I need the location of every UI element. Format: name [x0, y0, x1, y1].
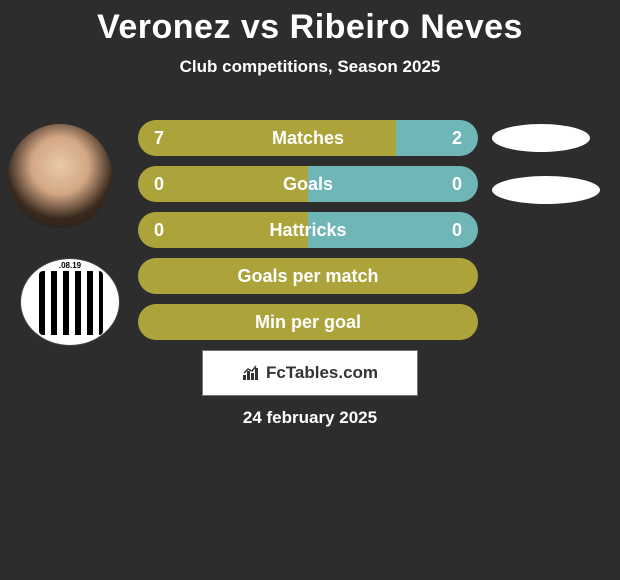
- bar-matches: 7 2 Matches: [138, 120, 478, 156]
- comparison-bars: 7 2 Matches 0 0 Goals 0 0 Hattricks Goal…: [138, 120, 478, 350]
- bar-matches-left: 7: [138, 120, 396, 156]
- player-avatar: [8, 124, 112, 228]
- page-subtitle: Club competitions, Season 2025: [0, 57, 620, 77]
- club-logo: .08.19: [20, 258, 120, 346]
- bar-hattricks-left: 0: [138, 212, 308, 248]
- bar-goals-per-match: Goals per match: [138, 258, 478, 294]
- date-label: 24 february 2025: [0, 408, 620, 428]
- chart-icon: [242, 365, 262, 381]
- bar-goals-right: 0: [308, 166, 478, 202]
- bar-min-per-goal: Min per goal: [138, 304, 478, 340]
- page-title: Veronez vs Ribeiro Neves: [0, 0, 620, 47]
- bar-goals-left: 0: [138, 166, 308, 202]
- bar-hattricks-right: 0: [308, 212, 478, 248]
- bar-mpg-label: Min per goal: [138, 304, 478, 340]
- brand-text: FcTables.com: [242, 363, 378, 383]
- brand-label: FcTables.com: [266, 363, 378, 383]
- bar-hattricks: 0 0 Hattricks: [138, 212, 478, 248]
- right-oval-2: [492, 176, 600, 204]
- bar-matches-right: 2: [396, 120, 478, 156]
- right-oval-1: [492, 124, 590, 152]
- bar-goals: 0 0 Goals: [138, 166, 478, 202]
- club-logo-text: .08.19: [21, 261, 119, 270]
- club-logo-stripes: [39, 271, 103, 335]
- brand-box[interactable]: FcTables.com: [202, 350, 418, 396]
- bar-gpm-label: Goals per match: [138, 258, 478, 294]
